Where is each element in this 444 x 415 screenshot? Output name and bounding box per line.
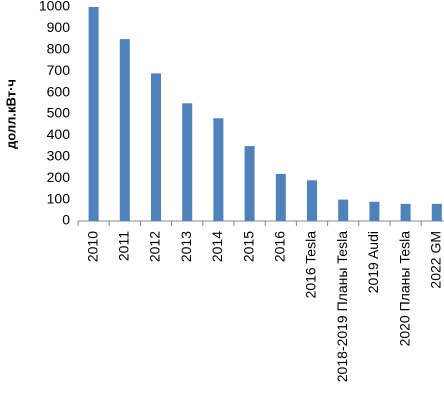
bar bbox=[244, 146, 255, 221]
y-tick-label: 400 bbox=[47, 126, 71, 142]
bar bbox=[151, 73, 161, 221]
bar bbox=[369, 201, 380, 221]
y-tick-label: 800 bbox=[47, 41, 71, 57]
bar bbox=[400, 203, 411, 221]
x-tick-label: 2020 Планы Tesla bbox=[396, 231, 412, 347]
y-tick-label: 600 bbox=[47, 83, 71, 99]
y-axis-label: долл.кВт·ч bbox=[3, 79, 18, 149]
bar bbox=[182, 103, 193, 221]
y-tick-label: 500 bbox=[47, 105, 71, 121]
y-tick-label: 1000 bbox=[39, 0, 70, 14]
y-tick-label: 100 bbox=[47, 190, 71, 206]
x-tick-label: 2018-2019 Планы Tesla bbox=[334, 231, 350, 382]
x-tick-label: 2015 bbox=[240, 231, 256, 262]
y-tick-label: 200 bbox=[47, 169, 71, 185]
bar bbox=[307, 180, 317, 221]
y-tick-label: 900 bbox=[47, 19, 71, 35]
y-tick-label: 0 bbox=[62, 212, 70, 228]
x-tick-label: 2010 bbox=[84, 231, 100, 262]
bar bbox=[275, 173, 286, 221]
bar bbox=[88, 7, 99, 221]
x-tick-label: 2016 bbox=[272, 231, 288, 262]
x-tick-label: 2011 bbox=[116, 231, 132, 261]
x-tick-label: 2012 bbox=[147, 231, 163, 262]
bar bbox=[338, 199, 349, 221]
x-tick-label: 2016 Tesla bbox=[303, 231, 319, 299]
bar bbox=[431, 203, 442, 221]
bar bbox=[213, 118, 224, 221]
y-tick-label: 700 bbox=[47, 62, 71, 78]
x-tick-label: 2019 Audi bbox=[365, 231, 381, 293]
y-tick-label: 300 bbox=[47, 148, 71, 164]
x-tick-label: 2014 bbox=[209, 231, 225, 262]
x-tick-label: 2013 bbox=[178, 231, 194, 262]
bar bbox=[119, 39, 130, 221]
x-tick-label: 2022 GM bbox=[428, 231, 444, 289]
